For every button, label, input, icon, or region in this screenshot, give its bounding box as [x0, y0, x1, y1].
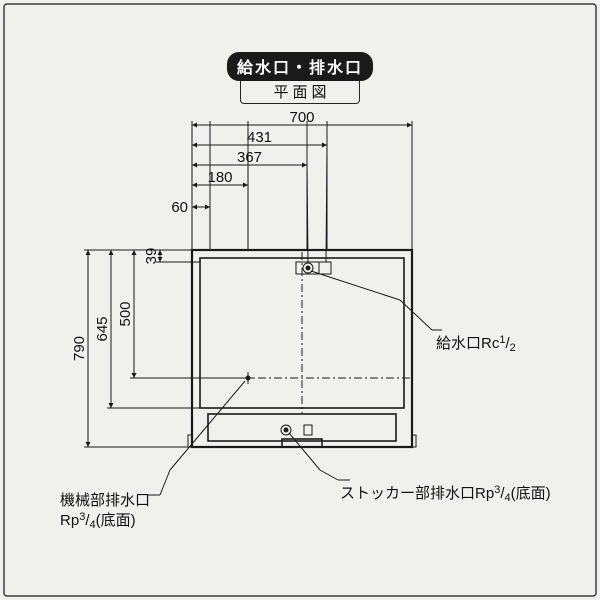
svg-text:39: 39	[143, 248, 160, 265]
svg-text:ストッカー部排水口Rp3/4(底面): ストッカー部排水口Rp3/4(底面)	[340, 484, 551, 504]
svg-text:給水口Rc1/2: 給水口Rc1/2	[436, 334, 516, 354]
svg-text:500: 500	[117, 301, 134, 326]
svg-text:700: 700	[289, 109, 314, 126]
svg-text:431: 431	[247, 129, 272, 146]
svg-text:645: 645	[94, 316, 111, 341]
svg-text:Rp3/4(底面): Rp3/4(底面)	[60, 511, 136, 531]
svg-text:60: 60	[171, 199, 188, 216]
svg-text:367: 367	[237, 149, 262, 166]
svg-text:790: 790	[71, 336, 88, 361]
svg-text:機械部排水口: 機械部排水口	[60, 492, 150, 509]
technical-drawing: 700 431 367 180 60 790 645 500 39 給水口Rc1/2 ストッカー部排…	[0, 0, 600, 600]
svg-text:180: 180	[207, 169, 232, 186]
